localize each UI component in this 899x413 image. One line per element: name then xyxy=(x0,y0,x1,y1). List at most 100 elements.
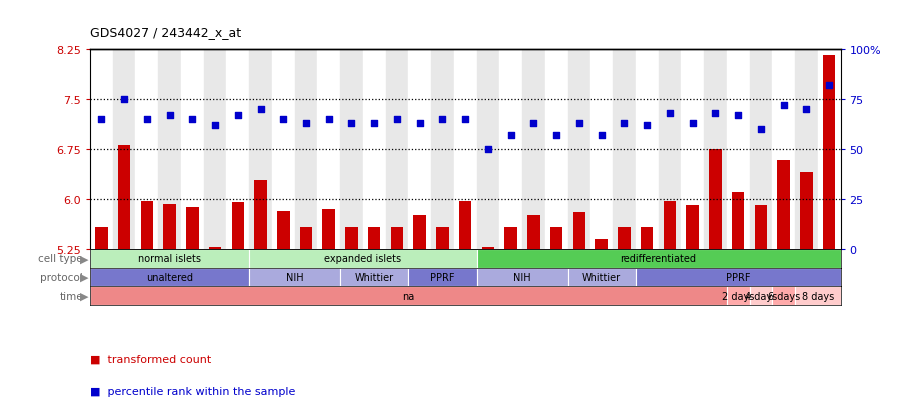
Point xyxy=(526,120,540,127)
Point xyxy=(731,112,745,119)
Bar xyxy=(482,247,494,249)
Bar xyxy=(476,50,499,249)
Text: normal islets: normal islets xyxy=(138,254,201,263)
Bar xyxy=(295,50,317,249)
Bar xyxy=(681,50,704,249)
Bar xyxy=(613,50,636,249)
Point xyxy=(799,106,814,113)
Point xyxy=(549,132,564,139)
Point xyxy=(822,82,836,89)
Text: PPRF: PPRF xyxy=(431,273,455,282)
Bar xyxy=(249,268,340,287)
Bar xyxy=(158,50,181,249)
Bar xyxy=(277,211,289,249)
Point xyxy=(708,110,723,117)
Bar xyxy=(591,50,613,249)
Point xyxy=(753,126,768,133)
Bar xyxy=(795,50,818,249)
Text: 2 days: 2 days xyxy=(722,291,754,301)
Bar xyxy=(732,192,744,249)
Text: Whittier: Whittier xyxy=(583,273,621,282)
Text: 4 days: 4 days xyxy=(745,291,777,301)
Bar xyxy=(800,173,813,249)
Bar xyxy=(90,249,249,268)
Bar xyxy=(323,209,335,249)
Bar xyxy=(823,56,835,249)
Text: 8 days: 8 days xyxy=(802,291,834,301)
Point xyxy=(298,120,313,127)
Point xyxy=(390,116,405,123)
Bar xyxy=(726,287,750,306)
Text: PPRF: PPRF xyxy=(726,273,751,282)
Point xyxy=(640,122,654,129)
Bar xyxy=(249,50,271,249)
Bar xyxy=(368,228,380,249)
Bar xyxy=(772,50,795,249)
Bar xyxy=(778,161,790,249)
Bar xyxy=(726,50,750,249)
Bar xyxy=(750,50,772,249)
Bar xyxy=(204,50,227,249)
Text: ▶: ▶ xyxy=(80,254,89,263)
Bar xyxy=(227,50,249,249)
Bar xyxy=(209,247,221,249)
Bar xyxy=(186,208,199,249)
Text: ■  percentile rank within the sample: ■ percentile rank within the sample xyxy=(90,387,295,396)
Bar xyxy=(95,227,108,249)
Text: NIH: NIH xyxy=(513,273,531,282)
Bar xyxy=(90,268,249,287)
Bar xyxy=(408,268,476,287)
Bar xyxy=(573,213,585,249)
Bar xyxy=(118,146,130,249)
Bar xyxy=(527,216,539,249)
Bar xyxy=(181,50,204,249)
Point xyxy=(777,102,791,109)
Point xyxy=(594,132,609,139)
Text: GDS4027 / 243442_x_at: GDS4027 / 243442_x_at xyxy=(90,26,241,39)
Bar xyxy=(317,50,340,249)
Point xyxy=(185,116,200,123)
Bar xyxy=(136,50,158,249)
Bar xyxy=(567,50,591,249)
Point xyxy=(458,116,473,123)
Point xyxy=(139,116,154,123)
Point xyxy=(663,110,677,117)
Bar xyxy=(386,50,408,249)
Bar xyxy=(476,249,841,268)
Bar xyxy=(663,201,676,249)
Point xyxy=(230,112,245,119)
Point xyxy=(344,120,359,127)
Text: NIH: NIH xyxy=(286,273,304,282)
Bar xyxy=(709,150,722,249)
Point xyxy=(163,112,177,119)
Bar xyxy=(687,206,699,249)
Point xyxy=(276,116,290,123)
Bar xyxy=(504,228,517,249)
Text: Whittier: Whittier xyxy=(355,273,394,282)
Bar xyxy=(140,201,153,249)
Point xyxy=(686,120,700,127)
Point xyxy=(572,120,586,127)
Text: protocol: protocol xyxy=(40,273,83,282)
Bar xyxy=(595,239,608,249)
Bar xyxy=(232,203,244,249)
Bar xyxy=(249,249,476,268)
Bar xyxy=(436,228,449,249)
Bar xyxy=(90,50,112,249)
Bar xyxy=(818,50,841,249)
Point xyxy=(481,146,495,153)
Bar xyxy=(636,50,659,249)
Text: time: time xyxy=(59,291,83,301)
Bar xyxy=(795,287,841,306)
Text: cell type: cell type xyxy=(39,254,83,263)
Point xyxy=(435,116,450,123)
Bar xyxy=(550,228,563,249)
Text: expanded islets: expanded islets xyxy=(325,254,402,263)
Bar xyxy=(432,50,454,249)
Bar xyxy=(454,50,476,249)
Text: redifferentiated: redifferentiated xyxy=(620,254,697,263)
Point xyxy=(254,106,268,113)
Bar xyxy=(659,50,681,249)
Point xyxy=(322,116,336,123)
Bar xyxy=(112,50,136,249)
